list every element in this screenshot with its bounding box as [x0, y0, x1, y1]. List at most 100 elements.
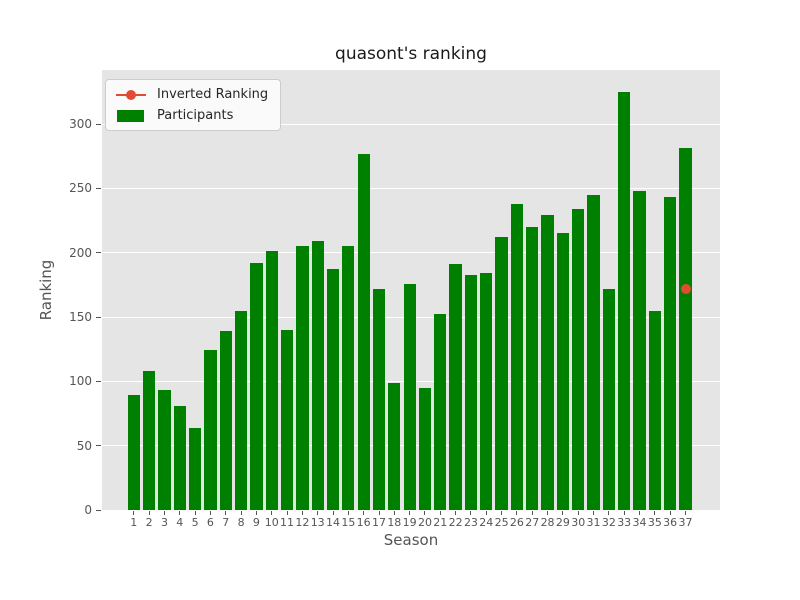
x-tick-label: 6	[206, 516, 214, 529]
x-tick-mark	[562, 511, 564, 515]
x-tick-label: 19	[402, 516, 417, 529]
bar-season-26	[510, 203, 524, 510]
bar-season-32	[602, 288, 616, 510]
gridline-y-300	[102, 123, 720, 125]
x-tick-label: 35	[647, 516, 662, 529]
x-tick-label: 17	[372, 516, 386, 529]
bar-season-37	[679, 148, 692, 510]
x-tick-label: 8	[237, 516, 245, 529]
x-tick-mark	[378, 511, 380, 515]
bar-season-30	[572, 208, 585, 510]
bar-season-14	[326, 269, 340, 510]
y-tick-mark	[96, 187, 101, 189]
x-tick-mark	[654, 511, 656, 515]
x-tick-label: 34	[632, 516, 647, 529]
x-tick-label: 32	[601, 516, 616, 529]
x-tick-label: 23	[463, 516, 478, 529]
x-tick-mark	[455, 511, 457, 515]
x-tick-mark	[531, 511, 533, 515]
x-tick-label: 33	[617, 516, 632, 529]
bar-season-10	[265, 251, 278, 510]
x-tick-mark	[623, 511, 625, 515]
y-tick-mark	[96, 123, 101, 125]
x-tick-label: 36	[663, 516, 678, 529]
x-tick-label: 27	[525, 516, 540, 529]
bar-season-29	[556, 233, 570, 510]
x-tick-label: 21	[433, 516, 448, 529]
legend-label-inverted-ranking: Inverted Ranking	[157, 87, 269, 102]
bar-season-20	[418, 387, 432, 510]
bar-season-1	[127, 395, 140, 510]
bar-season-27	[526, 226, 539, 510]
y-tick-mark	[96, 252, 101, 254]
x-tick-label: 37	[678, 516, 693, 529]
x-tick-label: 22	[448, 516, 463, 529]
x-tick-label: 26	[509, 516, 524, 529]
x-tick-mark	[393, 511, 395, 515]
gridline-y-0	[102, 509, 720, 511]
x-tick-mark	[240, 511, 242, 515]
x-tick-mark	[179, 511, 181, 515]
bar-season-22	[449, 264, 462, 510]
x-tick-label: 20	[417, 516, 432, 529]
x-tick-mark	[424, 511, 426, 515]
bar-season-35	[648, 310, 661, 510]
bar-season-3	[158, 390, 171, 510]
plot-area: Inverted Ranking Participants	[102, 70, 720, 511]
x-tick-mark	[301, 511, 303, 515]
y-tick-mark	[96, 445, 101, 447]
x-tick-mark	[639, 511, 641, 515]
bar-season-2	[142, 371, 156, 510]
bar-season-28	[541, 215, 554, 510]
y-tick-label: 150	[69, 310, 92, 325]
bar-season-13	[311, 241, 324, 510]
legend-item-inverted-ranking: Inverted Ranking	[116, 87, 268, 102]
bar-season-5	[188, 427, 202, 510]
x-tick-mark	[547, 511, 549, 515]
x-tick-mark	[133, 511, 135, 515]
y-tick-label: 100	[69, 374, 92, 389]
line-dot-marker-icon	[116, 88, 146, 102]
x-tick-mark	[409, 511, 411, 515]
bar-season-18	[388, 382, 401, 510]
x-tick-mark	[439, 511, 441, 515]
bar-season-33	[618, 91, 631, 510]
x-tick-label: 15	[341, 516, 356, 529]
bar-season-7	[219, 331, 232, 510]
x-tick-mark	[332, 511, 334, 515]
bar-season-31	[587, 194, 600, 510]
x-tick-mark	[577, 511, 579, 515]
x-tick-mark	[363, 511, 365, 515]
x-tick-mark	[669, 511, 671, 515]
x-tick-mark	[286, 511, 288, 515]
y-tick-label: 300	[69, 117, 92, 132]
legend-item-participants: Participants	[116, 108, 268, 123]
inverted-ranking-point	[680, 283, 691, 294]
y-tick-label: 50	[76, 438, 92, 453]
x-tick-mark	[225, 511, 227, 515]
x-tick-label: 13	[310, 516, 325, 529]
bar-season-15	[342, 246, 355, 510]
gridline-y-250	[102, 187, 720, 189]
bar-season-25	[495, 237, 508, 510]
bar-season-6	[204, 350, 217, 510]
y-tick-label: 200	[69, 245, 92, 260]
y-tick-label: 250	[69, 181, 92, 196]
x-tick-mark	[501, 511, 503, 515]
x-tick-label: 9	[252, 516, 260, 529]
x-tick-label: 31	[586, 516, 601, 529]
x-tick-mark	[194, 511, 196, 515]
bar-season-12	[296, 246, 309, 510]
legend-label-participants: Participants	[157, 108, 234, 123]
x-tick-label: 1	[130, 516, 138, 529]
bar-season-11	[280, 329, 294, 510]
bar-season-8	[234, 310, 248, 510]
bar-season-19	[403, 283, 416, 510]
x-tick-label: 3	[160, 516, 168, 529]
y-tick-mark	[96, 316, 101, 318]
x-tick-label: 25	[494, 516, 509, 529]
x-tick-label: 7	[222, 516, 230, 529]
bar-season-9	[250, 262, 263, 510]
bar-season-23	[464, 274, 478, 510]
